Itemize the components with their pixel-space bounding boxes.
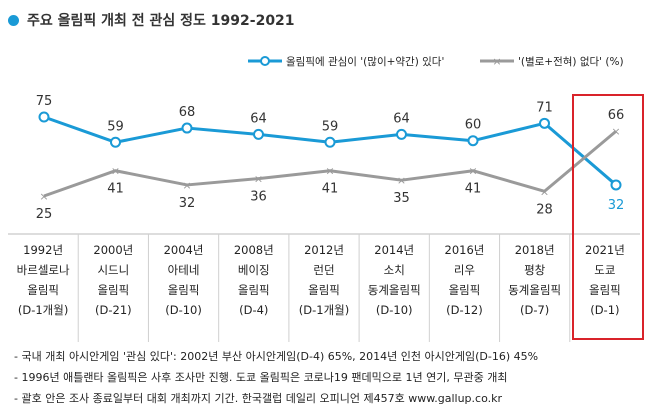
footnote: - 국내 개최 아시안게임 '관심 있다': 2002년 부산 아시안게임(D-… (14, 350, 539, 363)
data-point: × (397, 174, 406, 187)
data-point: × (325, 165, 334, 178)
category-label-line: 2018년 (514, 243, 555, 257)
data-point: × (182, 179, 191, 192)
category-label-line: (D-1개월) (298, 303, 350, 317)
data-point (539, 117, 550, 129)
data-label: 66 (608, 108, 625, 123)
category-label-line: 동계올림픽 (508, 283, 562, 297)
category-label-line: 리우 (453, 263, 476, 277)
title-bullet-icon (8, 14, 19, 26)
category-label-line: 런던 (313, 263, 335, 277)
data-point (324, 136, 336, 148)
footnote: - 1996년 애틀랜타 올림픽은 사후 조사만 진행. 도쿄 올림픽은 코로나… (14, 371, 508, 384)
category-label-line: (D-4) (239, 303, 269, 317)
data-label: 41 (322, 182, 339, 197)
legend-label: 올림픽에 관심이 '(많이+약간) 있다' (286, 56, 444, 68)
data-label: 41 (107, 182, 124, 197)
data-label: 41 (465, 182, 482, 197)
data-point (181, 122, 193, 134)
category-label-line: (D-10) (375, 303, 413, 317)
category-label-line: 평창 (524, 263, 546, 277)
category-label-line: 2021년 (584, 243, 625, 257)
data-label: 71 (536, 100, 553, 115)
category-label-line: 바르셀로나 (16, 263, 70, 277)
category-label-line: 베이징 (237, 263, 270, 277)
category-label-line: 2008년 (233, 243, 274, 257)
data-point: × (39, 190, 48, 203)
tokyo-highlight-box (572, 94, 644, 340)
footnote: - 괄호 안은 조사 종료일부터 대회 개최까지 기간. 한국갤럽 데일리 오피… (14, 392, 502, 405)
data-point (467, 135, 479, 147)
legend-marker: × (492, 55, 501, 68)
data-point: × (611, 125, 620, 138)
category-label-line: (D-1) (590, 303, 620, 317)
data-label: 68 (179, 105, 196, 120)
category-label-line: 도쿄 (594, 263, 616, 277)
data-point: × (540, 185, 549, 198)
data-label: 75 (36, 94, 53, 109)
data-label: 32 (179, 196, 196, 211)
data-label: 35 (393, 191, 410, 206)
category-label-line: 올림픽 (448, 283, 481, 297)
data-label: 59 (107, 119, 124, 134)
category-label-line: 올림픽 (308, 283, 340, 297)
data-label: 32 (608, 198, 625, 213)
category-label-line: 올림픽 (27, 283, 59, 297)
category-label-line: 2000년 (93, 243, 134, 257)
data-point: × (111, 165, 120, 178)
chart-title: 주요 올림픽 개최 전 관심 정도 1992-2021 (8, 10, 295, 30)
category-label-line: 2014년 (374, 243, 415, 257)
data-label: 59 (322, 119, 339, 134)
category-label-line: 올림픽 (167, 283, 200, 297)
category-label-line: 2012년 (304, 243, 344, 257)
series-line (43, 130, 617, 198)
category-label-line: 1992년 (23, 243, 64, 257)
category-label-line: 올림픽 (589, 283, 621, 297)
category-label-line: (D-21) (95, 303, 132, 317)
data-label: 25 (36, 207, 53, 222)
category-label-line: (D-1개월) (17, 303, 69, 317)
data-label: 64 (393, 111, 410, 126)
category-label-line: 2004년 (163, 243, 204, 257)
category-label-line: (D-7) (520, 303, 550, 317)
category-label-line: 올림픽 (237, 283, 270, 297)
category-label-line: 2016년 (444, 243, 485, 257)
category-label-line: 동계올림픽 (367, 283, 421, 297)
data-point: × (468, 165, 477, 178)
data-label: 60 (465, 118, 482, 133)
category-label-line: (D-12) (446, 303, 483, 317)
category-label-line: 시드니 (97, 263, 130, 277)
data-point (396, 128, 407, 140)
category-labels: 1992년 바르셀로나 올림픽 (D-1개월) 2000년 시드니 올림픽 (D-21) 200… (8, 234, 640, 342)
legend-marker (260, 56, 270, 66)
footnotes: - 국내 개최 아시안게임 '관심 있다': 2002년 부산 아시안게임(D-… (14, 346, 642, 409)
data-point (110, 136, 121, 148)
data-point: × (254, 173, 263, 186)
data-label: 64 (250, 111, 267, 126)
data-label: 36 (250, 190, 267, 205)
legend-label: '(별로+전혀) 없다' (%) (518, 55, 624, 68)
chart-title-text: 주요 올림픽 개최 전 관심 정도 1992-2021 (27, 13, 295, 29)
data-label: 28 (536, 202, 553, 217)
category-label-line: 소치 (383, 263, 405, 277)
data-point (610, 179, 622, 191)
category-label-line: 아테네 (167, 263, 200, 277)
data-point (38, 111, 50, 123)
data-point (253, 128, 264, 140)
category-label-line: 올림픽 (97, 283, 130, 297)
category-label-line: (D-10) (165, 303, 202, 317)
